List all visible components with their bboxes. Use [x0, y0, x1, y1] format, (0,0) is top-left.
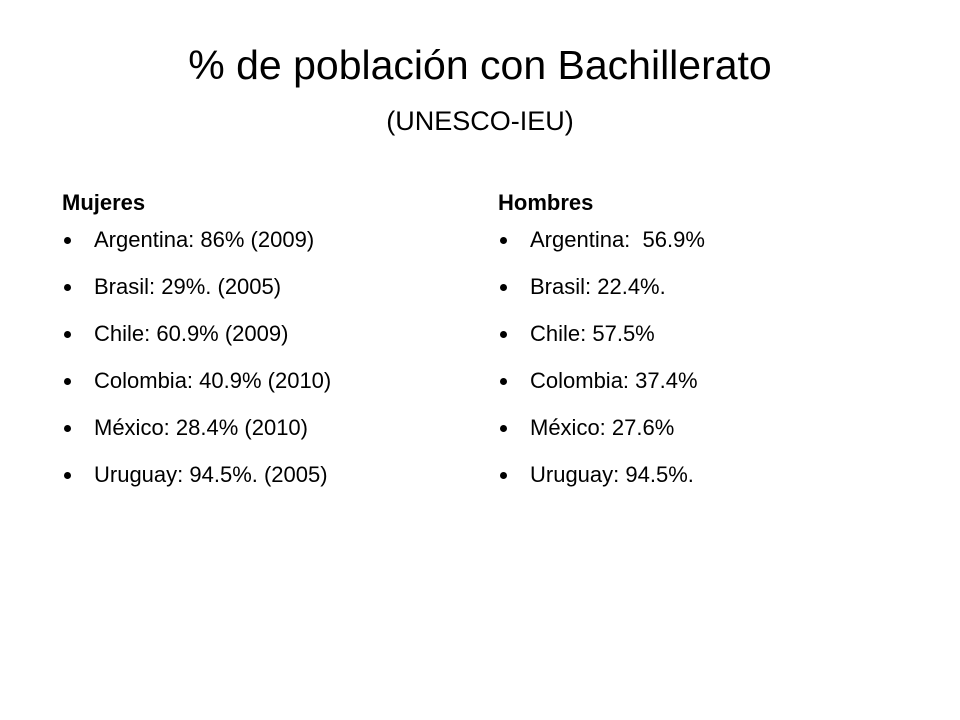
list-item: Brasil: 29%. (2005) — [62, 273, 482, 320]
title: % de población con Bachillerato — [188, 42, 772, 88]
item-text: Chile: 57.5% — [530, 321, 655, 346]
list-item: Chile: 57.5% — [498, 320, 918, 367]
item-text: Colombia: 40.9% (2010) — [94, 368, 332, 393]
list-item: Uruguay: 94.5%. — [498, 461, 918, 508]
item-text: México: 28.4% (2010) — [94, 415, 308, 440]
item-text: Colombia: 37.4% — [530, 368, 698, 393]
item-text: Argentina: 56.9% — [530, 227, 705, 252]
bullet — [64, 237, 71, 244]
bullet — [64, 425, 71, 432]
list-item: Brasil: 22.4%. — [498, 273, 918, 320]
item-text: Brasil: 29%. (2005) — [94, 274, 282, 299]
bullet — [500, 237, 507, 244]
column: Mujeres Argentina: 86% (2009) Brasil: 29%.… — [62, 190, 482, 508]
item-text: Brasil: 22.4%. — [530, 274, 666, 299]
item-text: Uruguay: 94.5%. — [530, 462, 694, 487]
bullet — [64, 472, 71, 479]
bullet — [64, 284, 71, 291]
bullet — [500, 331, 507, 338]
bullet — [64, 331, 71, 338]
subtitle: (UNESCO-IEU) — [386, 106, 574, 136]
item-text: México: 27.6% — [530, 415, 675, 440]
list-item: Colombia: 37.4% — [498, 367, 918, 414]
bullet — [64, 378, 71, 385]
item-text: Argentina: 86% (2009) — [94, 227, 315, 252]
list-item: Colombia: 40.9% (2010) — [62, 367, 482, 414]
column: Hombres Argentina: 56.9% Brasil: 22.4%. Chi… — [498, 190, 918, 508]
list-item: Argentina: 86% (2009) — [62, 226, 482, 273]
list-item: Argentina: 56.9% — [498, 226, 918, 273]
item-text: Chile: 60.9% (2009) — [94, 321, 289, 346]
column-heading: Hombres — [498, 190, 594, 215]
list-item: Uruguay: 94.5%. (2005) — [62, 461, 482, 508]
bullet — [500, 284, 507, 291]
bullet — [500, 425, 507, 432]
bullet — [500, 378, 507, 385]
bullet — [500, 472, 507, 479]
item-text: Uruguay: 94.5%. (2005) — [94, 462, 328, 487]
list-item: México: 27.6% — [498, 414, 918, 461]
column-heading: Mujeres — [62, 190, 146, 215]
list-item: Chile: 60.9% (2009) — [62, 320, 482, 367]
list-item: México: 28.4% (2010) — [62, 414, 482, 461]
